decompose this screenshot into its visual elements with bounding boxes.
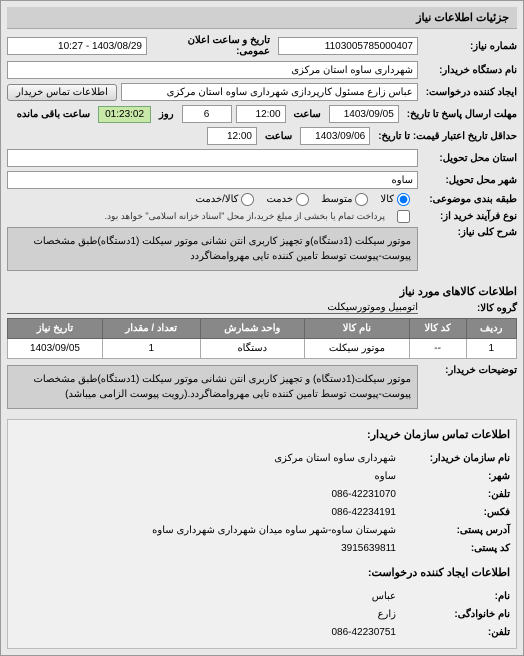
row-buyer-device: نام دستگاه خریدار: xyxy=(7,61,517,79)
creator-info-title: اطلاعات ایجاد کننده درخواست: xyxy=(14,564,510,584)
need-no-label: شماره نیاز: xyxy=(422,41,517,52)
table-cell: 1403/09/05 xyxy=(8,339,103,359)
radio-khedmat-input[interactable] xyxy=(296,193,309,206)
creator-phone-value: 086-42230751 xyxy=(331,624,396,642)
deadline-label: مهلت ارسال پاسخ تا تاریخ: xyxy=(403,109,517,120)
table-cell: -- xyxy=(409,339,466,359)
datetime-input[interactable] xyxy=(7,37,147,55)
row-creator: ایجاد کننده درخواست: اطلاعات تماس خریدار xyxy=(7,83,517,101)
address-label: آدرس پستی: xyxy=(400,522,510,540)
weight-label: طبقه بندی موضوعی: xyxy=(422,194,517,205)
desc-box: موتور سیکلت (1دستگاه)و تجهیز کاربری انتن… xyxy=(7,227,418,271)
row-goods-group: گروه کالا: xyxy=(7,302,517,314)
table-header-cell: واحد شمارش xyxy=(200,319,305,339)
remaining-time-box: 01:23:02 xyxy=(98,106,151,123)
city-input[interactable] xyxy=(7,171,418,189)
buyer-device-label: نام دستگاه خریدار: xyxy=(422,65,517,76)
radio-kala-input[interactable] xyxy=(397,193,410,206)
creator-phone-label: تلفن: xyxy=(400,624,510,642)
fax-label: فکس: xyxy=(400,504,510,522)
process-checkbox[interactable] xyxy=(397,210,410,223)
row-validity: حداقل تاریخ اعتبار قیمت: تا تاریخ: ساعت xyxy=(7,127,517,145)
process-label: نوع فرآیند خرید از: xyxy=(422,211,517,222)
postal-value: 3915639811 xyxy=(341,540,396,558)
radio-motevasset-input[interactable] xyxy=(355,193,368,206)
table-header-cell: ردیف xyxy=(466,319,517,339)
contact-buyer-button[interactable]: اطلاعات تماس خریدار xyxy=(7,84,117,101)
buyer-notes-label: توضیحات خریدار: xyxy=(422,365,517,376)
table-row[interactable]: 1--موتور سیکلتدستگاه11403/09/05 xyxy=(8,339,517,359)
name-value: عباس xyxy=(372,588,396,606)
table-header-cell: نام کالا xyxy=(305,319,410,339)
table-body: 1--موتور سیکلتدستگاه11403/09/05 xyxy=(8,339,517,359)
name-label: نام: xyxy=(400,588,510,606)
table-header-cell: تاریخ نیاز xyxy=(8,319,103,339)
radio-kala-khedmat[interactable]: کالا/خدمت xyxy=(196,193,255,206)
row-province: استان محل تحویل: xyxy=(7,149,517,167)
contact-section: اطلاعات تماس سازمان خریدار: نام سازمان خ… xyxy=(7,419,517,649)
deadline-time-input[interactable] xyxy=(236,105,286,123)
deadline-time-label: ساعت xyxy=(290,109,325,120)
desc-label: شرح کلی نیاز: xyxy=(422,227,517,238)
table-header-cell: کد کالا xyxy=(409,319,466,339)
validity-time-label: ساعت xyxy=(261,131,296,142)
radio-motevasset[interactable]: متوسط xyxy=(321,193,368,206)
province-input[interactable] xyxy=(7,149,418,167)
row-buyer-notes: توضیحات خریدار: موتور سیکلت(1دستگاه) و ت… xyxy=(7,365,517,415)
goods-section-title: اطلاعات کالاهای مورد نیاز xyxy=(7,285,517,298)
city-label: شهر محل تحویل: xyxy=(422,175,517,186)
buyer-device-input[interactable] xyxy=(7,61,418,79)
radio-khedmat[interactable]: خدمت xyxy=(266,193,309,206)
table-cell: 1 xyxy=(102,339,200,359)
table-cell: موتور سیکلت xyxy=(305,339,410,359)
org-label: نام سازمان خریدار: xyxy=(400,450,510,468)
validity-time-input[interactable] xyxy=(207,127,257,145)
radio-kala-khedmat-input[interactable] xyxy=(241,193,254,206)
phone-value: 086-42231070 xyxy=(331,486,396,504)
group-input[interactable] xyxy=(7,302,418,314)
province-label: استان محل تحویل: xyxy=(422,153,517,164)
need-no-input[interactable] xyxy=(278,37,418,55)
buyer-notes-box: موتور سیکلت(1دستگاه) و تجهیز کاربری انتن… xyxy=(7,365,418,409)
fax-value: 086-42234191 xyxy=(331,504,396,522)
remaining-label: ساعت باقی مانده xyxy=(13,109,94,120)
row-need-number: شماره نیاز: تاریخ و ساعت اعلان عمومی: xyxy=(7,35,517,57)
validity-label: حداقل تاریخ اعتبار قیمت: تا تاریخ: xyxy=(374,131,517,142)
process-note: پرداخت تمام یا بخشی از مبلغ خرید،از محل … xyxy=(105,211,385,222)
lastname-label: نام خانوادگی: xyxy=(400,606,510,624)
creator-label: ایجاد کننده درخواست: xyxy=(422,87,517,98)
deadline-date-input[interactable] xyxy=(329,105,399,123)
row-deadline: مهلت ارسال پاسخ تا تاریخ: ساعت روز 01:23… xyxy=(7,105,517,123)
contact-city-label: شهر: xyxy=(400,468,510,486)
address-value: شهرستان ساوه-شهر ساوه میدان شهرداری شهرد… xyxy=(152,522,396,540)
creator-input[interactable] xyxy=(121,83,418,101)
table-header-cell: تعداد / مقدار xyxy=(102,319,200,339)
goods-table: ردیفکد کالانام کالاواحد شمارشتعداد / مقد… xyxy=(7,318,517,359)
table-header-row: ردیفکد کالانام کالاواحد شمارشتعداد / مقد… xyxy=(8,319,517,339)
row-process: نوع فرآیند خرید از: پرداخت تمام یا بخشی … xyxy=(7,210,517,223)
table-cell: دستگاه xyxy=(200,339,305,359)
datetime-label: تاریخ و ساعت اعلان عمومی: xyxy=(151,35,274,57)
org-value: شهرداری ساوه استان مرکزی xyxy=(274,450,396,468)
table-cell: 1 xyxy=(466,339,517,359)
row-weight-class: طبقه بندی موضوعی: کالا متوسط خدمت کالا/خ… xyxy=(7,193,517,206)
main-container: جزئیات اطلاعات نیاز شماره نیاز: تاریخ و … xyxy=(0,0,524,656)
postal-label: کد پستی: xyxy=(400,540,510,558)
day-label: روز xyxy=(155,109,178,120)
group-label: گروه کالا: xyxy=(422,303,517,314)
validity-date-input[interactable] xyxy=(300,127,370,145)
radio-kala[interactable]: کالا xyxy=(380,193,410,206)
panel-header: جزئیات اطلاعات نیاز xyxy=(7,7,517,29)
lastname-value: زارع xyxy=(378,606,396,624)
row-city: شهر محل تحویل: xyxy=(7,171,517,189)
days-remaining-input[interactable] xyxy=(182,105,232,123)
row-desc: شرح کلی نیاز: موتور سیکلت (1دستگاه)و تجه… xyxy=(7,227,517,277)
phone-label: تلفن: xyxy=(400,486,510,504)
contact-title: اطلاعات تماس سازمان خریدار: xyxy=(14,426,510,446)
contact-city-value: ساوه xyxy=(375,468,397,486)
